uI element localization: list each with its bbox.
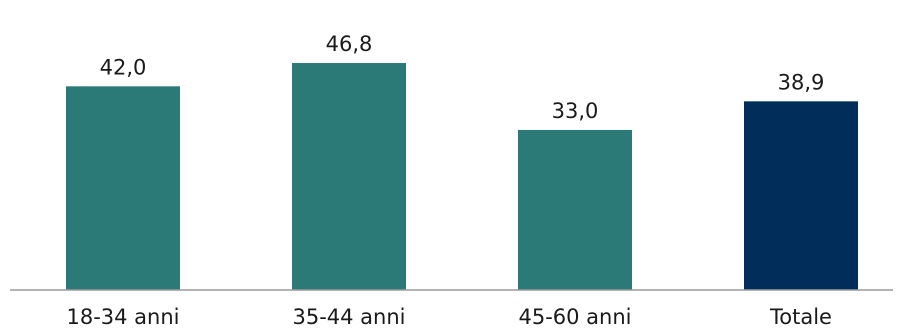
- bars-layer: [66, 63, 858, 291]
- x-tick-labels-layer: 18-34 anni 35-44 anni 45-60 anni Totale: [66, 305, 832, 329]
- bar-45-60-anni: [518, 129, 632, 290]
- bar-35-44-anni: [292, 63, 406, 290]
- x-tick-label: Totale: [769, 305, 832, 329]
- x-tick-label: 35-44 anni: [292, 305, 405, 329]
- bar-18-34-anni: [66, 86, 180, 290]
- bar-totale: [744, 101, 858, 291]
- value-label: 46,8: [326, 32, 373, 56]
- x-tick-label: 18-34 anni: [66, 305, 179, 329]
- value-label: 42,0: [100, 55, 147, 79]
- value-label: 33,0: [552, 99, 599, 123]
- x-tick-label: 45-60 anni: [518, 305, 631, 329]
- value-labels-layer: 42,0 46,8 33,0 38,9: [100, 32, 825, 123]
- value-label: 38,9: [778, 70, 825, 94]
